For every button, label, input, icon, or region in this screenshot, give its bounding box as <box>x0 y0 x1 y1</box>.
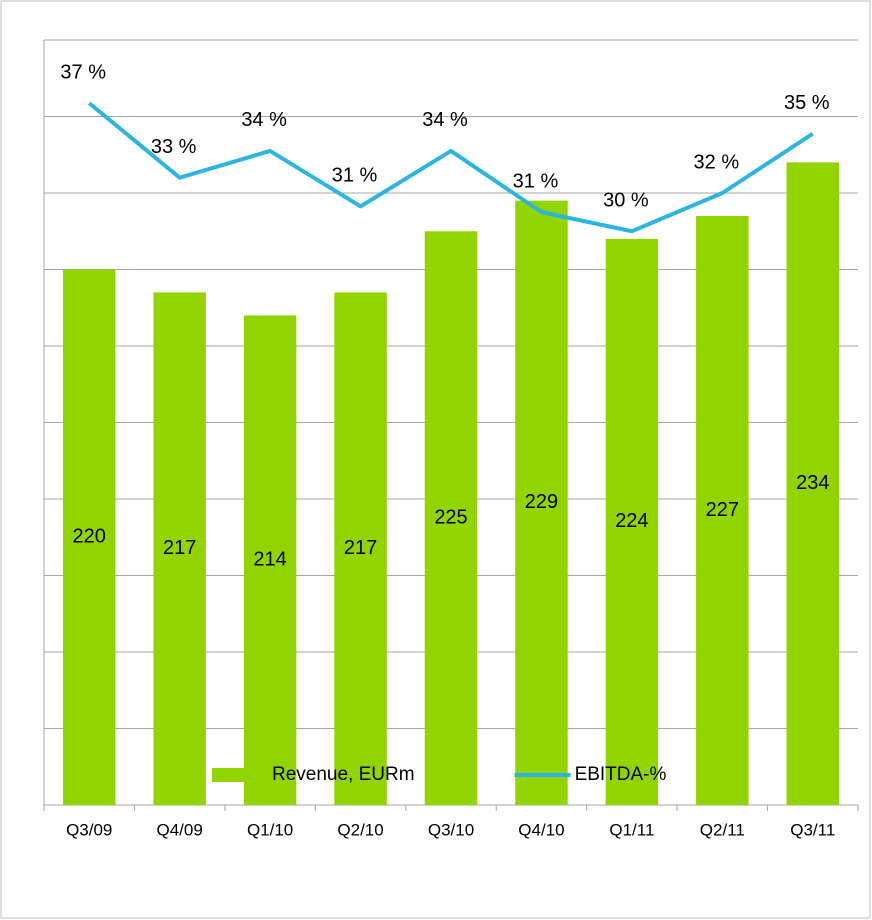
x-tick-label: Q2/11 <box>700 820 745 839</box>
bar <box>334 292 387 805</box>
line-value-label: 33 % <box>151 136 197 158</box>
bar-value-label: 217 <box>344 537 377 559</box>
x-tick-label: Q1/10 <box>247 820 293 839</box>
bar-value-label: 214 <box>253 548 286 570</box>
line-value-label: 34 % <box>241 109 287 131</box>
bar-value-label: 225 <box>434 506 467 528</box>
bar <box>605 238 659 805</box>
legend-label: Revenue, EURm <box>272 764 415 785</box>
bar <box>515 200 568 805</box>
bar <box>696 215 749 805</box>
x-tick-label: Q3/10 <box>428 820 474 839</box>
bar <box>62 269 116 805</box>
x-tick-label: Q4/09 <box>157 820 203 839</box>
line-value-label: 31 % <box>332 165 378 187</box>
bar <box>243 315 297 805</box>
line-value-label: 34 % <box>422 109 468 131</box>
bar <box>424 231 478 805</box>
line-value-label: 30 % <box>603 190 649 212</box>
line-value-label: 32 % <box>694 151 740 173</box>
line-value-label: 35 % <box>784 92 830 114</box>
bar-value-label: 227 <box>706 499 739 521</box>
x-tick-label: Q3/09 <box>66 820 112 839</box>
legend-swatch <box>212 768 268 782</box>
bar-value-label: 217 <box>163 537 196 559</box>
x-tick-label: Q2/10 <box>337 820 383 839</box>
bar-value-label: 224 <box>615 510 648 532</box>
x-tick-label: Q4/10 <box>518 820 564 839</box>
bar <box>153 292 206 805</box>
line-value-label: 37 % <box>60 61 106 83</box>
x-tick-label: Q3/11 <box>790 820 835 839</box>
bar-value-label: 234 <box>796 472 829 494</box>
line <box>87 101 814 234</box>
line-value-label: 31 % <box>513 170 559 192</box>
x-tick-label: Q1/11 <box>609 820 654 839</box>
legend-label: EBITDA-% <box>575 764 667 785</box>
bar-value-label: 220 <box>73 526 106 548</box>
bar <box>786 162 840 805</box>
bar-value-label: 229 <box>525 491 558 513</box>
